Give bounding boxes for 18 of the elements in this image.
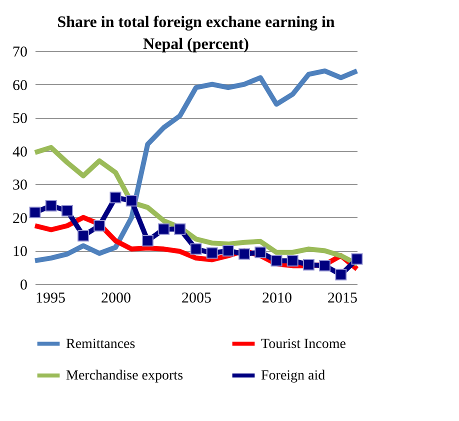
y-tick-label: 40: [12, 144, 28, 160]
legend-label: Remittances: [66, 336, 136, 352]
x-tick-label: 2000: [101, 290, 131, 306]
y-tick-label: 0: [20, 278, 28, 294]
y-tick-label: 60: [12, 78, 28, 94]
x-tick-label: 2015: [328, 290, 358, 306]
y-tick-label: 70: [12, 44, 28, 60]
y-tick-label: 30: [12, 178, 28, 194]
y-tick-label: 20: [12, 210, 28, 227]
legend-label: Tourist Income: [261, 336, 346, 352]
x-tick-label: 2010: [262, 290, 292, 306]
x-tick-label: 2005: [182, 290, 212, 306]
y-tick-label: 10: [12, 244, 28, 260]
x-tick-label: 1995: [36, 290, 66, 306]
legend-label: Foreign aid: [261, 368, 326, 384]
legend-label: Merchandise exports: [66, 368, 184, 384]
chart-title: Share in total foreign exchane earning in Nepal (percent): [57, 14, 335, 53]
y-tick-label: 50: [12, 111, 28, 128]
